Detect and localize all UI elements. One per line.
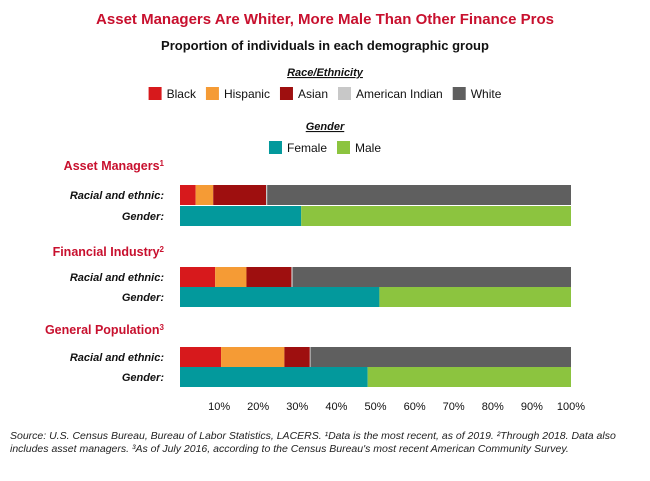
legend-row-race-ethnicity: Black Hispanic Asian American Indian White: [148, 87, 502, 101]
legend-label-american-indian: American Indian: [356, 87, 443, 101]
row-label-racial-and-ethnic: Racial and ethnic:: [70, 352, 164, 364]
x-tick-label: 30%: [286, 401, 308, 413]
bar-segment-financial-industry-female: [180, 287, 380, 307]
legend-swatch-black: [148, 87, 162, 100]
legend-swatch-female: [268, 141, 282, 154]
stacked-bar-chart: Asset Managers Are Whiter, More Male Tha…: [45, 11, 585, 413]
bar-segment-general-population-hispanic: [221, 347, 285, 367]
legend-swatch-asian: [279, 87, 293, 100]
bar-segment-general-population-asian: [284, 347, 310, 367]
x-tick-label: 50%: [364, 401, 386, 413]
x-tick-label: 90%: [521, 401, 543, 413]
chart-subtitle: Proportion of individuals in each demogr…: [161, 38, 489, 53]
group-asset-managers: Asset Managers1 Racial and ethnic: Gender:: [64, 159, 571, 226]
x-tick-label: 70%: [443, 401, 465, 413]
group-footnote-marker: 3: [160, 323, 165, 332]
legend-swatch-white: [452, 87, 466, 100]
bar-segment-asset-managers-white: [267, 185, 571, 205]
bar-segment-asset-managers-american-indian: [266, 185, 268, 205]
group-financial-industry: Financial Industry2 Racial and ethnic: Gen…: [53, 245, 571, 307]
legend-swatch-hispanic: [205, 87, 219, 100]
bar-segment-financial-industry-american-indian: [291, 267, 293, 287]
legend-heading-race-ethnicity: Race/Ethnicity: [287, 67, 364, 79]
bar-segment-financial-industry-white: [292, 267, 571, 287]
legend-label-male: Male: [355, 141, 381, 155]
legend-label-hispanic: Hispanic: [224, 87, 270, 101]
bar-segment-general-population-male: [367, 367, 571, 387]
row-label-racial-and-ethnic: Racial and ethnic:: [70, 272, 164, 284]
group-title-general-population: General Population3: [45, 323, 165, 338]
x-tick-label: 80%: [482, 401, 504, 413]
bar-segment-financial-industry-asian: [246, 267, 292, 287]
group-footnote-marker: 1: [160, 159, 165, 168]
legend-row-gender: Female Male: [268, 141, 381, 155]
legend-label-white: White: [471, 87, 502, 101]
bar-segment-financial-industry-hispanic: [215, 267, 247, 287]
x-tick-label: 20%: [247, 401, 269, 413]
group-footnote-marker: 2: [160, 245, 165, 254]
group-title-asset-managers: Asset Managers1: [64, 159, 165, 174]
legend-label-female: Female: [287, 141, 327, 155]
legend: Race/Ethnicity Black Hispanic Asian American…: [148, 67, 502, 155]
x-tick-label: 100%: [557, 401, 585, 413]
legend-swatch-american-indian: [338, 87, 351, 100]
row-label-gender: Gender:: [122, 292, 165, 304]
row-label-racial-and-ethnic: Racial and ethnic:: [70, 190, 164, 202]
legend-label-asian: Asian: [298, 87, 328, 101]
bar-segment-asset-managers-black: [180, 185, 196, 205]
legend-label-black: Black: [167, 87, 197, 101]
source-footnote: Source: U.S. Census Bureau, Bureau of La…: [10, 430, 616, 455]
bar-segment-general-population-white: [310, 347, 571, 367]
x-tick-label: 60%: [404, 401, 426, 413]
bar-segment-general-population-black: [180, 347, 222, 367]
bar-groups: Asset Managers1 Racial and ethnic: Gender:…: [45, 159, 571, 387]
bar-segment-asset-managers-asian: [213, 185, 267, 205]
legend-heading-gender: Gender: [306, 121, 345, 133]
chart-title: Asset Managers Are Whiter, More Male Tha…: [96, 11, 554, 28]
bar-segment-asset-managers-male: [301, 206, 571, 226]
bar-segment-financial-industry-black: [180, 267, 216, 287]
row-label-gender: Gender:: [122, 372, 165, 384]
bar-segment-asset-managers-hispanic: [195, 185, 214, 205]
bar-segment-general-population-female: [180, 367, 368, 387]
bar-segment-financial-industry-male: [379, 287, 571, 307]
group-title-financial-industry: Financial Industry2: [53, 245, 165, 260]
row-label-gender: Gender:: [122, 211, 165, 223]
bar-segment-general-population-american-indian: [309, 347, 311, 367]
x-axis: 10% 20% 30% 40% 50% 60% 70% 80% 90% 100%: [208, 401, 585, 413]
x-tick-label: 40%: [325, 401, 347, 413]
group-general-population: General Population3 Racial and ethnic: Gen…: [45, 323, 571, 387]
legend-swatch-male: [337, 141, 350, 154]
bar-segment-asset-managers-female: [180, 206, 302, 226]
x-tick-label: 10%: [208, 401, 230, 413]
